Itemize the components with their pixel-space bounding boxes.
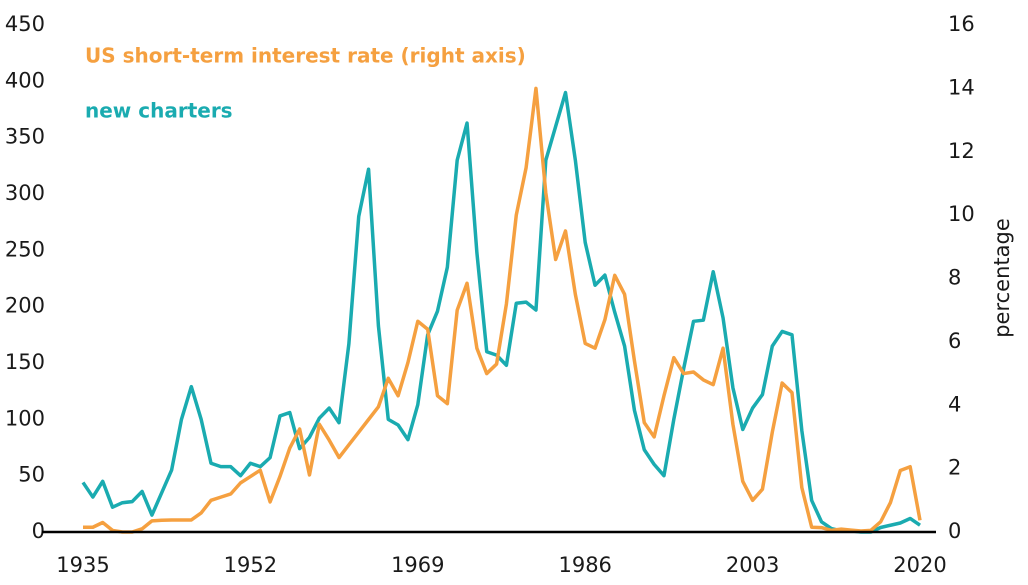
y-tick-label: 300 <box>5 181 45 205</box>
y-tick-label: 0 <box>32 519 45 543</box>
y-tick-label: 150 <box>5 350 45 374</box>
y2-tick-label: 16 <box>948 12 975 36</box>
y-tick-label: 200 <box>5 294 45 318</box>
y2-tick-label: 0 <box>948 519 961 543</box>
legend-entry: US short-term interest rate (right axis) <box>85 44 526 68</box>
legend-entry: new charters <box>85 99 233 123</box>
x-tick-label: 1952 <box>224 553 277 577</box>
x-tick-label: 2003 <box>726 553 779 577</box>
series-line <box>83 86 922 534</box>
y-tick-label: 450 <box>5 12 45 36</box>
y-tick-label: 100 <box>5 406 45 430</box>
y2-tick-label: 6 <box>948 329 961 353</box>
y2-tick-label: 10 <box>948 202 975 226</box>
series-line <box>81 90 921 534</box>
y-tick-label: 400 <box>5 68 45 92</box>
x-tick-label: 2020 <box>893 553 946 577</box>
y2-tick-label: 8 <box>948 266 961 290</box>
y2-axis-label: percentage <box>990 218 1014 338</box>
x-tick-label: 1935 <box>56 553 109 577</box>
y2-tick-label: 14 <box>948 75 975 99</box>
y-tick-label: 250 <box>5 237 45 261</box>
y2-tick-label: 2 <box>948 456 961 480</box>
y2-tick-label: 4 <box>948 392 961 416</box>
y-tick-label: 50 <box>18 463 45 487</box>
y2-tick-label: 12 <box>948 139 975 163</box>
x-tick-label: 1969 <box>391 553 444 577</box>
y-tick-label: 350 <box>5 125 45 149</box>
x-tick-label: 1986 <box>558 553 611 577</box>
